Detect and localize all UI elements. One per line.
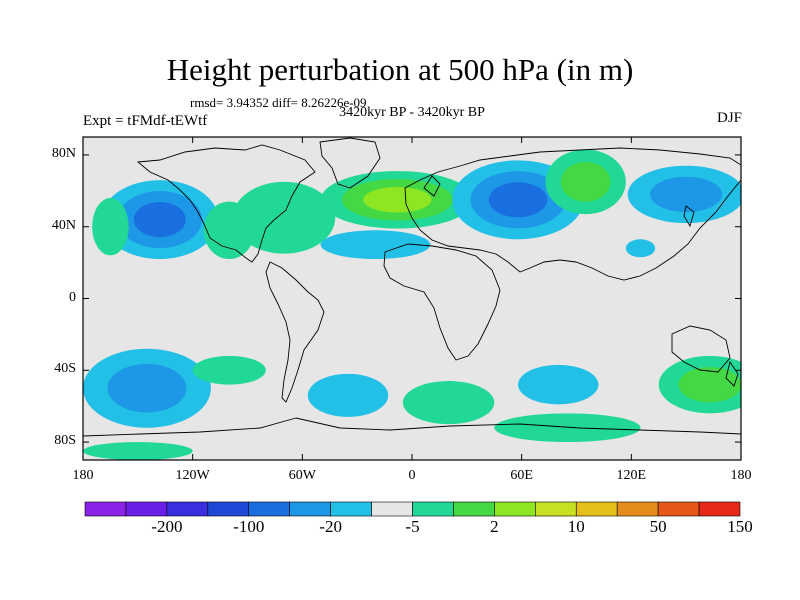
anomaly-region bbox=[92, 198, 129, 256]
colorbar-swatch bbox=[535, 501, 577, 517]
lon-tick-label: 120W bbox=[175, 468, 210, 483]
colorbar-label: 2 bbox=[490, 517, 499, 536]
lat-tick-label: 80S bbox=[54, 433, 76, 449]
colorbar-swatch bbox=[248, 501, 290, 517]
lon-tick-label: 0 bbox=[408, 468, 416, 483]
colorbar-swatch bbox=[84, 501, 127, 517]
rmsd-stats: rmsd= 3.94352 diff= 8.26226e-09 bbox=[190, 95, 367, 110]
anomaly-region bbox=[101, 180, 219, 260]
anomaly-contour bbox=[402, 381, 495, 425]
anomaly-contour bbox=[192, 355, 266, 385]
anomaly-contour bbox=[83, 442, 193, 460]
lon-tick-label: 60E bbox=[510, 468, 533, 483]
anomaly-region bbox=[83, 442, 193, 460]
anomaly-region bbox=[494, 413, 641, 443]
anomaly-region bbox=[83, 348, 211, 428]
anomaly-region bbox=[192, 355, 266, 385]
experiment-label: Expt = tFMdf-tEWtf bbox=[83, 113, 208, 129]
map-title: Height perturbation at 500 hPa (in m) bbox=[166, 52, 634, 87]
colorbar-swatch bbox=[453, 501, 495, 517]
anomaly-contour bbox=[133, 201, 186, 238]
anomaly-contour bbox=[320, 230, 431, 260]
anomaly-contour bbox=[488, 182, 548, 218]
anomaly-region bbox=[627, 165, 741, 224]
colorbar-label: -200 bbox=[151, 517, 183, 536]
anomaly-contour bbox=[494, 413, 641, 443]
lon-tick-label: 180 bbox=[72, 468, 94, 483]
map-field bbox=[83, 137, 741, 460]
anomaly-contour bbox=[232, 181, 336, 254]
lat-tick-label: 80N bbox=[51, 145, 76, 161]
colorbar-label: 50 bbox=[649, 517, 667, 536]
colorbar-swatch bbox=[494, 501, 536, 517]
colorbar-label: 150 bbox=[727, 517, 753, 536]
anomaly-contour bbox=[363, 187, 432, 213]
anomaly-contour bbox=[625, 239, 656, 258]
anomaly-region bbox=[232, 181, 336, 254]
colorbar-label: -100 bbox=[233, 517, 265, 536]
anomaly-region bbox=[658, 355, 741, 414]
colorbar-swatch bbox=[657, 501, 700, 517]
colorbar-swatch bbox=[330, 501, 372, 517]
period-subtitle: 3420kyr BP - 3420kyr BP bbox=[339, 105, 485, 120]
lon-tick-label: 120E bbox=[616, 468, 647, 483]
axis-ticks bbox=[82, 137, 742, 460]
anomaly-contour bbox=[560, 161, 611, 202]
anomaly-contour bbox=[650, 176, 723, 213]
colorbar-swatch bbox=[616, 501, 659, 517]
colorbar-swatch bbox=[412, 501, 454, 517]
anomaly-contour bbox=[307, 373, 389, 417]
colorbar-swatch bbox=[371, 501, 413, 517]
anomaly-region bbox=[307, 373, 389, 417]
colorbar-swatch bbox=[289, 501, 331, 517]
colorbar-swatch bbox=[698, 501, 741, 517]
colorbar-swatch bbox=[166, 501, 209, 517]
anomaly-region bbox=[518, 364, 599, 405]
lon-tick-label: 180 bbox=[730, 468, 752, 483]
anomaly-contour bbox=[678, 366, 741, 403]
anomaly-region bbox=[545, 149, 626, 215]
colorbar bbox=[84, 501, 741, 517]
anomaly-region bbox=[320, 230, 431, 260]
anomaly-region bbox=[625, 239, 656, 258]
colorbar-label: -20 bbox=[319, 517, 342, 536]
lat-tick-label: 40N bbox=[51, 217, 76, 233]
lat-tick-label: 40S bbox=[54, 361, 76, 377]
colorbar-swatch bbox=[207, 501, 250, 517]
lat-tick-label: 0 bbox=[69, 289, 76, 305]
season-label: DJF bbox=[716, 110, 742, 126]
anomaly-contour bbox=[92, 198, 129, 256]
colorbar-swatch bbox=[125, 501, 168, 517]
colorbar-label: -5 bbox=[405, 517, 420, 536]
lon-tick-label: 60W bbox=[288, 468, 316, 483]
anomaly-region bbox=[320, 171, 475, 229]
anomaly-contour bbox=[107, 363, 187, 413]
anomaly-contour bbox=[518, 364, 599, 405]
colorbar-swatch bbox=[575, 501, 618, 517]
anomaly-region bbox=[402, 381, 495, 425]
coastlines bbox=[83, 137, 741, 437]
colorbar-label: 10 bbox=[567, 517, 585, 536]
